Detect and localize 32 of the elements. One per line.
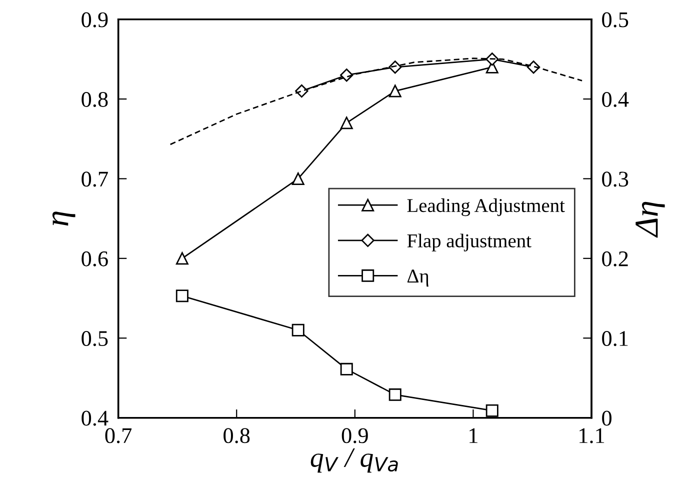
point — [388, 84, 402, 98]
legend-label: Leading Adjustment — [407, 198, 565, 216]
x-tick-label: 0.8 — [224, 428, 250, 444]
x-tick-label: 1 — [470, 428, 478, 443]
y2-tick-label: 0.5 — [602, 12, 628, 28]
y2-tick-label: 0 — [602, 410, 612, 426]
point — [340, 116, 353, 130]
y2-tick-label: 0.3 — [602, 172, 628, 187]
y2-axis-title: Δη — [636, 202, 665, 238]
y-tick-label: 0.6 — [82, 251, 108, 266]
point — [292, 172, 304, 185]
y-tick-label: 0.5 — [82, 331, 108, 346]
x-tick-label: 0.7 — [105, 428, 132, 444]
y2-tick-label: 0.4 — [602, 92, 629, 108]
y2-tick-label: 0.2 — [602, 251, 628, 266]
point — [388, 388, 402, 401]
y-tick-label: 0.7 — [82, 172, 108, 187]
y-tick-label: 0.4 — [82, 410, 108, 426]
point — [486, 404, 498, 417]
x-tick-label: 1.1 — [580, 428, 604, 444]
x-tick-label: 0.9 — [342, 428, 368, 444]
point — [176, 252, 188, 265]
point — [340, 362, 353, 376]
point — [292, 324, 304, 336]
point — [176, 290, 188, 302]
y2-tick-label: 0.1 — [602, 331, 628, 346]
legend-label: Δη — [407, 270, 428, 287]
legend-label: Flap adjustment — [407, 234, 532, 252]
y-tick-label: 0.9 — [82, 12, 108, 28]
x-axis-title: q$_{V}$ / q$_{Va}$ — [310, 448, 398, 473]
y-tick-label: 0.8 — [82, 92, 108, 108]
y-axis-title: η — [52, 212, 76, 226]
